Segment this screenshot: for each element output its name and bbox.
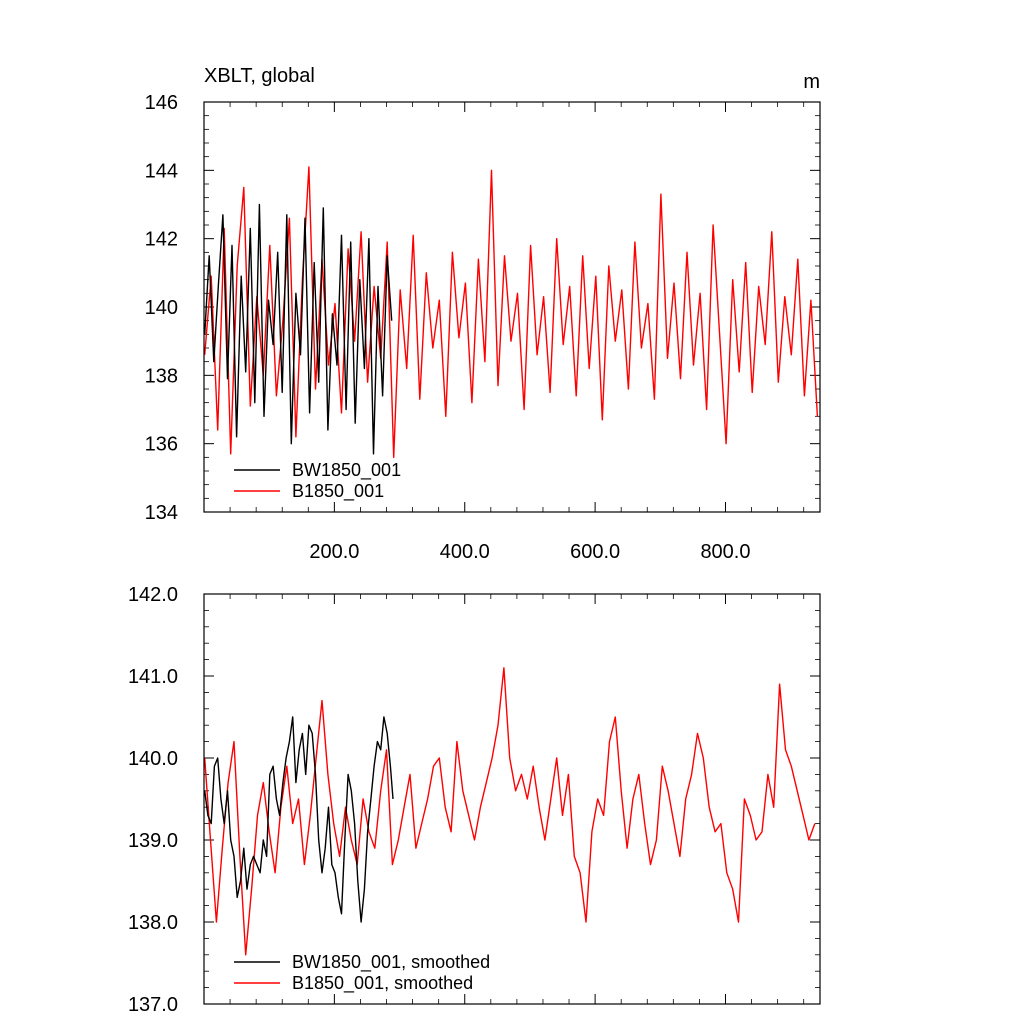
bottom-y-tick-label: 140.0	[128, 748, 178, 770]
bottom-y-tick-label: 139.0	[128, 830, 178, 852]
top-y-tick-label: 142	[145, 229, 178, 251]
top-panel-unit-label: m	[803, 71, 820, 93]
bottom-y-tick-label: 138.0	[128, 912, 178, 934]
legend-label-b1850: B1850_001	[292, 481, 384, 502]
bottom-panel: 137.0 138.0 139.0 140.0 141.0 142.0 BW1850_00…	[128, 584, 821, 1016]
top-series-line-b1850	[204, 166, 819, 458]
bottom-series-lines	[204, 667, 816, 956]
top-x-tick-label: 800.0	[700, 541, 750, 563]
top-y-tick-label: 140	[145, 297, 178, 319]
top-y-tick-label: 144	[145, 160, 178, 182]
top-panel: XBLT, global m 134 136 138 140 142 144 146 200.…	[145, 65, 821, 563]
top-plot-frame	[203, 101, 821, 513]
bottom-y-tick-label: 142.0	[128, 584, 178, 606]
top-y-tick-label: 138	[145, 365, 178, 387]
top-axes: 134 136 138 140 142 144 146 200.0 400.0 600.0 800.…	[145, 92, 820, 563]
top-y-tick-label: 134	[145, 502, 178, 524]
top-y-tick-label: 136	[145, 434, 178, 456]
top-series-line-bw1850	[204, 203, 393, 455]
top-y-tick-label: 146	[145, 92, 178, 114]
legend-label-b1850-smoothed: B1850_001, smoothed	[292, 973, 473, 994]
top-legend: BW1850_001 B1850_001	[234, 460, 401, 502]
bottom-series-line-bw1850	[204, 716, 394, 923]
top-x-tick-label: 600.0	[570, 541, 620, 563]
top-series-lines	[204, 166, 819, 458]
bottom-plot-frame	[203, 593, 821, 1005]
bottom-y-tick-label: 141.0	[128, 666, 178, 688]
bottom-series-line-b1850	[204, 667, 816, 956]
bottom-axes: 137.0 138.0 139.0 140.0 141.0 142.0	[128, 584, 820, 1016]
legend-label-bw1850-smoothed: BW1850_001, smoothed	[292, 952, 490, 973]
top-panel-title: XBLT, global	[204, 65, 315, 87]
top-x-tick-label: 400.0	[440, 541, 490, 563]
bottom-y-tick-label: 137.0	[128, 994, 178, 1016]
legend-label-bw1850: BW1850_001	[292, 460, 401, 481]
top-x-tick-label: 200.0	[309, 541, 359, 563]
bottom-legend: BW1850_001, smoothed B1850_001, smoothed	[234, 952, 490, 994]
